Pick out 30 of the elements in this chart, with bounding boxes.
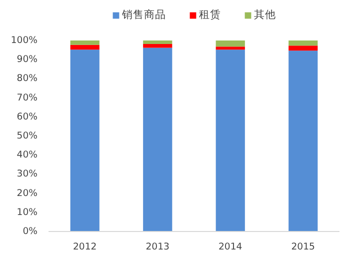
x-tick-label: 2015 [291,242,316,252]
y-tick-label: 30% [16,168,38,180]
x-tick-label: 2014 [218,242,242,252]
y-tick-label: 20% [16,188,38,199]
legend-label: 其他 [254,8,276,22]
bar [70,50,100,232]
y-tick-label: 40% [16,150,38,161]
bar [288,50,318,232]
bar [288,46,318,51]
y-tick-label: 90% [16,54,38,66]
bar [143,48,172,232]
y-tick-label: 100% [10,35,38,46]
y-tick-label: 70% [16,92,38,104]
bar [216,46,245,50]
bar [70,44,100,50]
bar [70,40,100,45]
legend-label: 租赁 [199,8,221,22]
bar [143,40,172,44]
y-tick-label: 60% [16,111,38,122]
legend-label: 销售商品 [122,8,166,22]
bar [143,44,172,48]
y-tick-label: 50% [16,130,38,142]
y-tick-label: 0% [22,226,38,237]
x-tick-label: 2013 [146,242,170,252]
x-tick-label: 2012 [73,242,97,252]
bar [216,40,245,47]
bar [288,40,318,46]
bar [216,50,245,232]
y-tick-label: 10% [16,206,38,218]
y-tick-label: 80% [16,73,38,84]
